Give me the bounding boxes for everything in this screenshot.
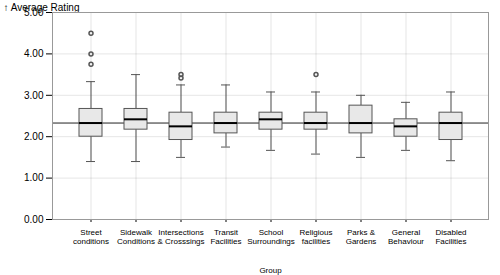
svg-text:Streetconditions: Streetconditions xyxy=(73,228,109,246)
svg-text:↑ Average Rating: ↑ Average Rating xyxy=(4,2,80,13)
svg-text:2.00: 2.00 xyxy=(24,131,44,142)
svg-text:Parks &Gardens: Parks &Gardens xyxy=(346,228,377,246)
svg-text:Group: Group xyxy=(259,266,282,275)
svg-text:GeneralBehaviour: GeneralBehaviour xyxy=(388,228,424,246)
svg-text:1.00: 1.00 xyxy=(24,172,44,183)
svg-text:DisabledFacilities: DisabledFacilities xyxy=(435,228,466,246)
svg-text:SchoolSurroundings: SchoolSurroundings xyxy=(247,228,295,246)
svg-text:SidewalkConditions: SidewalkConditions xyxy=(117,228,155,246)
svg-text:Religiousfacilities: Religiousfacilities xyxy=(300,228,333,246)
svg-text:TransitFacilities: TransitFacilities xyxy=(210,228,241,246)
svg-text:0.00: 0.00 xyxy=(24,214,44,225)
svg-text:4.00: 4.00 xyxy=(24,48,44,59)
svg-text:Intersections& Crosssings: Intersections& Crosssings xyxy=(157,228,204,246)
svg-text:3.00: 3.00 xyxy=(24,90,44,101)
